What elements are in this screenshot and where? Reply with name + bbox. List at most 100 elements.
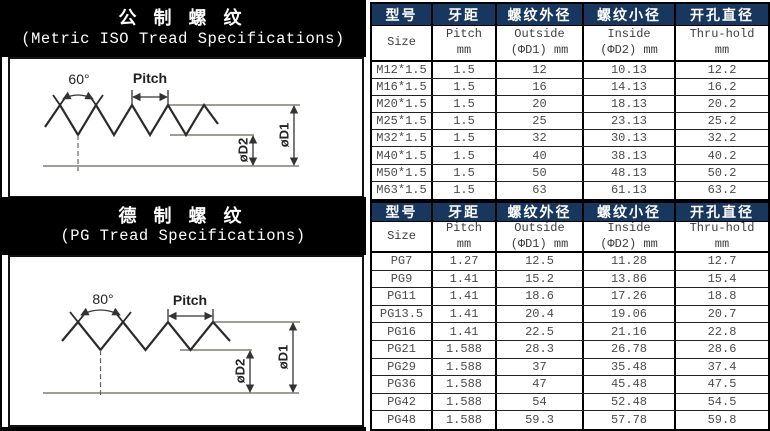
column-header-1: 牙距 (433, 4, 497, 25)
cell-outside: 47 (497, 376, 584, 393)
column-header-2: 螺纹外径 (497, 203, 584, 221)
table-row: PG29 1.588 37 35.48 37.4 (372, 358, 768, 377)
cell-outside: 28.3 (497, 340, 584, 358)
subheader-line: mm (714, 236, 730, 251)
cell-inside: 61.13 (584, 181, 676, 199)
cell-outside: 50 (497, 164, 584, 181)
d2-label: øD2 (235, 138, 250, 163)
cell-inside: 57.78 (584, 411, 676, 429)
cell-pitch: 1.5 (433, 130, 497, 147)
column-subheader-2: Outside (ΦD1) mm (497, 222, 584, 251)
pg-thread-diagram: 80° Pitch øD2 øD1 (8, 255, 364, 427)
column-subheader-2: Outside (ΦD1) mm (497, 26, 584, 60)
metric-spec-table: 型号 牙距 螺纹外径 螺纹小径 开孔直径 Size Pitch mm Outside (ΦD1)… (370, 2, 770, 201)
pg-title-band: 德 制 螺 纹 (PG Tread Specifications) (0, 197, 366, 255)
pitch-extension-ticks (131, 90, 169, 104)
column-header-4: 开孔直径 (690, 204, 754, 220)
cell-thru-hold: 50.2 (707, 165, 737, 180)
cell-thru-hold: 25.2 (707, 114, 737, 129)
pg-thread-profile-svg: 80° Pitch øD2 øD1 (43, 291, 300, 397)
angle-label: 80° (92, 291, 113, 307)
cell-inside: 30.13 (584, 130, 676, 147)
cell-thru-hold: 18.8 (707, 289, 737, 304)
pitch-extension-ticks (167, 309, 214, 323)
cell-outside: 16 (497, 79, 584, 96)
pg-table-subheader-row: Size Pitch mm Outside (ΦD1) mm Inside (ΦD2) mm… (372, 222, 768, 253)
cell-inside: 10.13 (584, 62, 676, 79)
column-subheader-1: Pitch mm (433, 26, 497, 60)
cell-outside: 22.5 (497, 323, 584, 340)
column-subheader-3: Inside (ΦD2) mm (584, 222, 676, 251)
cell-pitch: 1.5 (433, 79, 497, 96)
cell-thru-hold: 37.4 (707, 359, 737, 374)
subheader-line: mm (456, 43, 472, 57)
subheader-line: Inside (607, 222, 651, 235)
pitch-label: Pitch (133, 70, 167, 86)
cell-size: M50*1.5 (372, 164, 433, 181)
subheader-line: (ΦD2) mm (600, 236, 658, 251)
cell-inside: 26.78 (584, 340, 676, 358)
cell-size: M63*1.5 (372, 181, 433, 199)
cell-size: PG7 (372, 253, 433, 270)
cell-pitch: 1.588 (433, 376, 497, 393)
table-row: PG36 1.588 47 45.48 47.5 (372, 376, 768, 394)
cell-thru-hold: 20.7 (707, 307, 737, 322)
flank-extension-lines (52, 94, 104, 106)
cell-pitch: 1.5 (433, 62, 497, 79)
cell-thru-hold: 54.5 (707, 395, 737, 410)
cell-pitch: 1.588 (433, 393, 497, 411)
cell-size: PG11 (372, 288, 433, 305)
table-row: M16*1.5 1.5 16 14.13 16.2 (372, 79, 768, 97)
d1-label: øD1 (276, 123, 291, 148)
metric-table-subheader-row: Size Pitch mm Outside (ΦD1) mm Inside (ΦD2) mm… (372, 26, 768, 62)
cell-outside: 18.6 (497, 288, 584, 305)
thread-profile (44, 102, 219, 138)
cell-inside: 19.06 (584, 305, 676, 323)
cell-outside: 12 (497, 62, 584, 79)
cell-outside: 37 (497, 358, 584, 376)
cell-inside: 21.16 (584, 323, 676, 340)
angle-label: 60° (68, 71, 89, 87)
cell-thru-hold: 63.2 (707, 183, 737, 198)
cell-thru-hold: 16.2 (707, 80, 737, 95)
column-header-3: 螺纹小径 (584, 203, 676, 221)
subheader-line: (ΦD1) mm (510, 43, 569, 57)
cell-outside: 63 (497, 181, 584, 199)
metric-title-en: (Metric ISO Tread Specifications) (21, 29, 345, 48)
cell-inside: 13.86 (584, 270, 676, 288)
cell-inside: 11.28 (584, 253, 676, 270)
subheader-line: Thru-hold (689, 27, 755, 42)
angle-arc (80, 307, 121, 316)
cell-outside: 59.3 (497, 411, 584, 429)
table-row: PG16 1.41 22.5 21.16 22.8 (372, 323, 768, 341)
cell-pitch: 1.27 (433, 253, 497, 270)
cell-outside: 15.2 (497, 270, 584, 288)
column-header-0: 型号 (372, 4, 433, 25)
table-row: PG21 1.588 28.3 26.78 28.6 (372, 340, 768, 359)
table-row: M12*1.5 1.5 12 10.13 12.2 (372, 62, 768, 80)
cell-outside: 54 (497, 393, 584, 411)
cell-pitch: 1.5 (433, 164, 497, 181)
column-header-1: 牙距 (433, 203, 497, 221)
column-subheader-1: Pitch mm (433, 222, 497, 251)
subheader-line: Inside (607, 27, 651, 42)
subheader-line: (ΦD1) mm (510, 236, 569, 251)
pg-table-body: PG7 1.27 12.5 11.28 12.7 PG9 1.41 15.2 13.86 15.4… (372, 253, 768, 429)
subheader-line: Pitch (445, 27, 482, 42)
pitch-label: Pitch (173, 292, 207, 308)
column-subheader-4: Thru-hold mm (676, 222, 768, 251)
pg-spec-table: 型号 牙距 螺纹外径 螺纹小径 开孔直径 Size Pitch mm Outside (ΦD1)… (370, 201, 770, 431)
cell-pitch: 1.5 (433, 181, 497, 199)
subheader-line: Outside (514, 222, 565, 235)
cell-pitch: 1.588 (433, 411, 497, 429)
cell-pitch: 1.5 (433, 96, 497, 113)
table-row: M40*1.5 1.5 40 38.13 40.2 (372, 147, 768, 165)
cell-size: M16*1.5 (372, 79, 433, 96)
cell-inside: 52.48 (584, 393, 676, 411)
cell-pitch: 1.41 (433, 270, 497, 288)
cell-inside: 14.13 (584, 79, 676, 96)
cell-outside: 20 (497, 96, 584, 113)
metric-thread-diagram: 60° Pitch øD2 øD1 (8, 57, 364, 198)
cell-inside: 17.26 (584, 288, 676, 305)
